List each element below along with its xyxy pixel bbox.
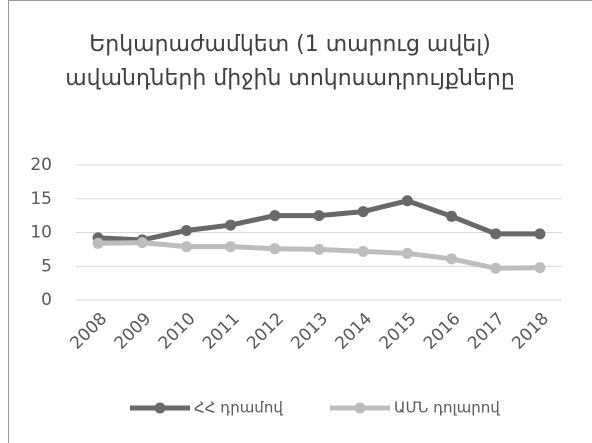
x-tick-label: 2017 bbox=[464, 309, 509, 354]
x-tick-label: 2016 bbox=[420, 309, 465, 354]
chart-title: Երկարաժամկետ (1 տարուց ավել) ավանդների մ… bbox=[65, 32, 515, 91]
point bbox=[225, 241, 237, 253]
y-tick-label: 20 bbox=[30, 155, 52, 175]
y-tick-label: 15 bbox=[30, 189, 52, 209]
point bbox=[313, 243, 325, 255]
x-tick-label: 2018 bbox=[508, 309, 553, 354]
point bbox=[92, 237, 104, 249]
y-tick-label: 0 bbox=[41, 290, 52, 310]
point bbox=[313, 210, 325, 222]
point bbox=[136, 237, 148, 249]
legend-label: ԱՄՆ դոլարով bbox=[394, 399, 500, 417]
legend-marker bbox=[154, 402, 166, 414]
border bbox=[8, 0, 592, 443]
legend-label: ՀՀ դրամով bbox=[194, 399, 283, 417]
point bbox=[534, 228, 546, 240]
y-tick-label: 5 bbox=[41, 256, 52, 276]
x-tick-label: 2013 bbox=[287, 309, 332, 354]
x-tick-label: 2010 bbox=[155, 309, 200, 354]
x-tick-label: 2008 bbox=[66, 309, 111, 354]
x-tick-label: 2009 bbox=[111, 309, 156, 354]
point bbox=[490, 262, 502, 274]
x-tick-label: 2012 bbox=[243, 309, 288, 354]
point bbox=[180, 224, 192, 236]
point bbox=[401, 247, 413, 259]
point bbox=[446, 210, 458, 222]
x-tick-label: 2014 bbox=[332, 309, 377, 354]
point bbox=[225, 219, 237, 231]
y-tick-label: 10 bbox=[30, 223, 52, 243]
point bbox=[401, 195, 413, 207]
x-tick-label: 2011 bbox=[199, 309, 244, 354]
point bbox=[446, 253, 458, 265]
point bbox=[357, 245, 369, 257]
point bbox=[357, 206, 369, 218]
legend-marker bbox=[354, 402, 366, 414]
x-tick-label: 2015 bbox=[376, 309, 421, 354]
point bbox=[490, 228, 502, 240]
point bbox=[269, 243, 281, 255]
point bbox=[534, 262, 546, 274]
point bbox=[180, 241, 192, 253]
point bbox=[269, 210, 281, 222]
